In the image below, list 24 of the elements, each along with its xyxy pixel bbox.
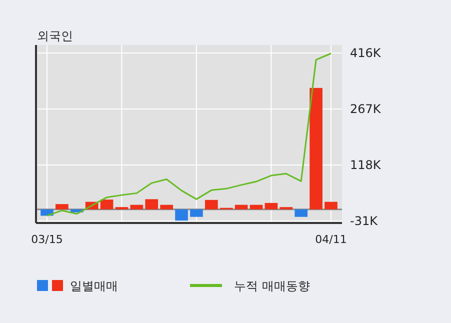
line-series [46,52,332,216]
y-tick-label: 118K [350,158,382,172]
bar [234,204,248,210]
bar [130,204,144,210]
bar [100,200,114,210]
bar [145,199,158,210]
bar [310,88,322,210]
bar [294,209,308,217]
bar [160,204,173,210]
bar [56,204,68,210]
x-tick-label: 03/15 [31,233,63,246]
legend-label: 누적 매매동향 [234,279,310,293]
legend-label: 일별매매 [70,279,118,293]
bar [250,204,263,210]
bar [205,200,218,210]
bar [264,202,278,210]
x-tick-label: 04/11 [315,233,347,246]
y-tick-label: 416K [350,46,382,60]
y-tick-label: -31K [350,214,379,228]
bar [190,209,203,217]
y-tick-label: 267K [350,102,382,116]
bar [175,209,188,221]
bar [324,202,338,210]
chart-title: 외국인 [37,29,73,43]
